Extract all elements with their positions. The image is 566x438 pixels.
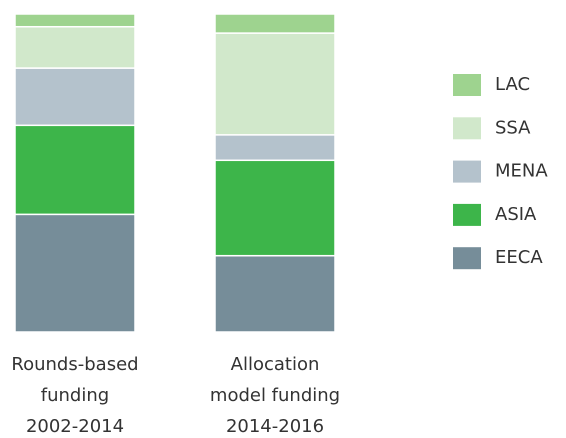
legend-swatch: [453, 74, 481, 96]
legend-swatch: [453, 203, 481, 226]
x-tick-label: model funding: [210, 385, 340, 406]
bar-segment: [214, 159, 336, 257]
x-tick-label: 2002-2014: [26, 416, 124, 437]
x-tick-label: funding: [41, 385, 109, 406]
x-tick-label: Rounds-based: [11, 354, 138, 375]
bar-segment: [214, 254, 336, 333]
legend-label: ASIA: [495, 204, 537, 225]
legend-label: EECA: [495, 247, 543, 268]
legend-label: SSA: [495, 117, 531, 138]
bar-segment: [14, 67, 136, 127]
legend-swatch: [453, 117, 481, 140]
legend-swatch: [453, 247, 481, 270]
x-tick-label: Allocation: [231, 354, 320, 375]
legend-swatch: [453, 160, 481, 183]
bar-segment: [14, 124, 136, 216]
bar-segment: [14, 13, 136, 28]
x-tick-label: 2014-2016: [226, 416, 324, 437]
bar-segment: [14, 213, 136, 333]
bar-segment: [214, 32, 336, 136]
bar-segment: [214, 134, 336, 162]
legend-label: MENA: [495, 161, 548, 182]
legend-label: LAC: [495, 74, 530, 95]
bar-segment: [214, 13, 336, 34]
bar-segment: [14, 25, 136, 69]
